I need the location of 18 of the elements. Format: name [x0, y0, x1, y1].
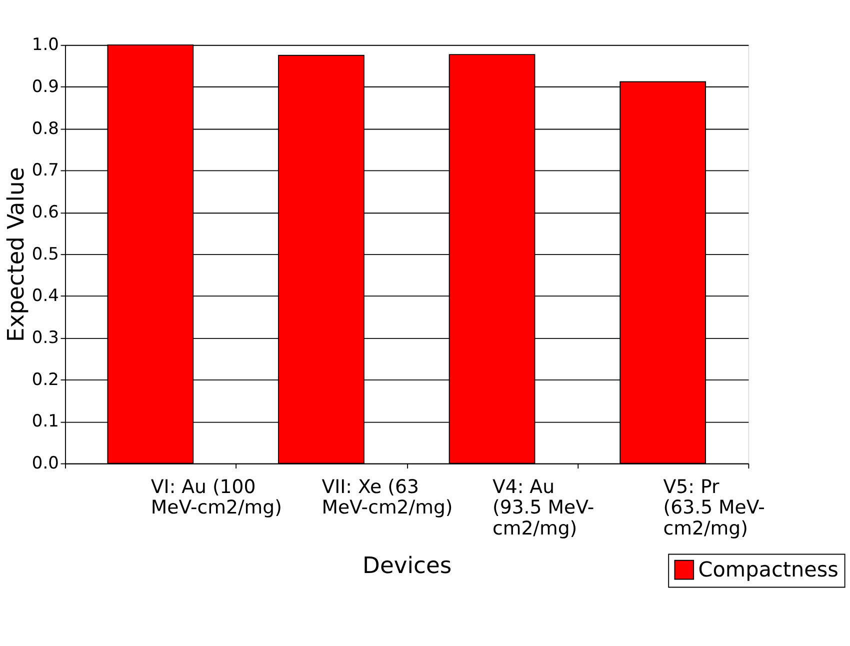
y-axis-title: Expected Value	[3, 167, 30, 342]
x-tick-label: V4: Au (93.5 MeV-cm2/mg)	[492, 477, 594, 540]
x-tick-label: VI: Au (100 MeV-cm2/mg)	[150, 477, 282, 519]
y-tick-label: 0.6	[32, 201, 59, 222]
legend-label: Compactness	[698, 557, 838, 582]
y-tick-label: 0.4	[32, 285, 59, 306]
x-tick-label: VII: Xe (63 MeV-cm2/mg)	[322, 477, 453, 519]
y-tick-label: 0.3	[32, 326, 59, 347]
y-tick-label: 0.9	[32, 76, 59, 96]
x-tick-label: V5: Pr (63.5 MeV-cm2/mg)	[663, 477, 765, 540]
y-tick-label: 0.5	[32, 243, 59, 264]
y-tick-label: 0.7	[32, 160, 59, 180]
y-tick-label: 0.0	[32, 452, 59, 472]
x-axis-title: Devices	[362, 553, 452, 580]
y-tick-label: 0.1	[32, 410, 59, 431]
y-tick-label: 0.2	[32, 368, 59, 389]
y-tick-label: 0.8	[32, 118, 59, 138]
y-tick-label: 1.0	[32, 34, 59, 54]
